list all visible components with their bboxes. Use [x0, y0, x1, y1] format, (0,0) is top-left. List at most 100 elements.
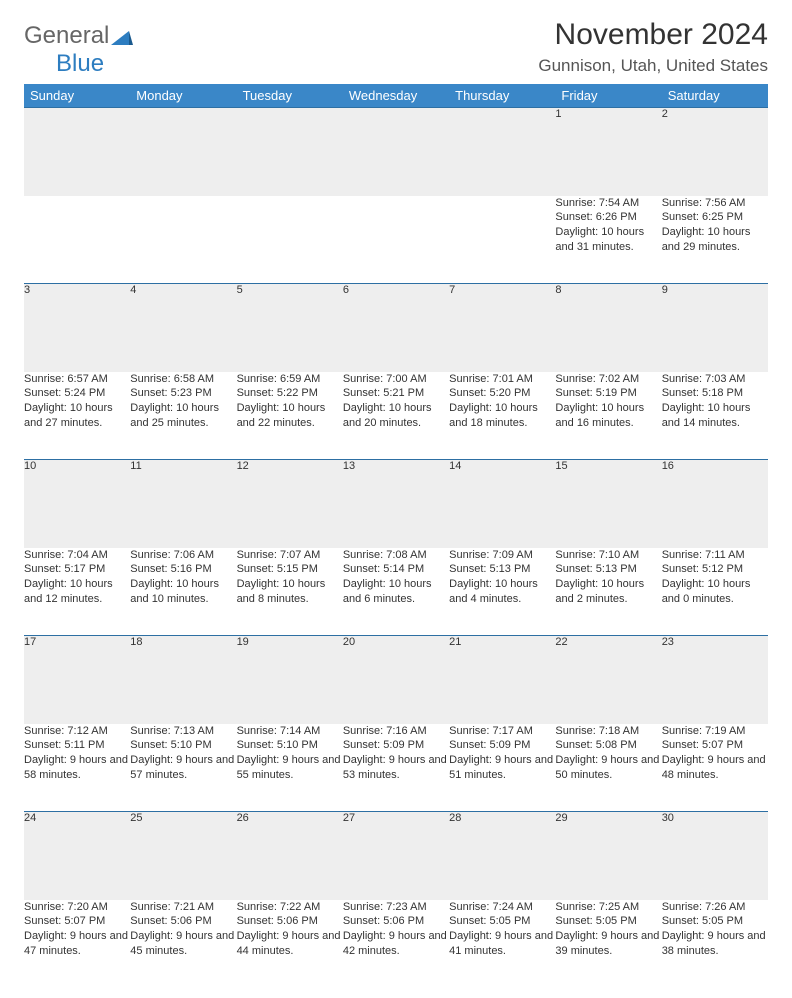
daylight-text: Daylight: 9 hours and 50 minutes.: [555, 753, 661, 783]
day-number: 14: [449, 460, 555, 548]
day-cell: Sunrise: 7:25 AMSunset: 5:05 PMDaylight:…: [555, 900, 661, 988]
day-number: 15: [555, 460, 661, 548]
daylight-text: Daylight: 10 hours and 22 minutes.: [237, 401, 343, 431]
day-cell: Sunrise: 7:20 AMSunset: 5:07 PMDaylight:…: [24, 900, 130, 988]
content-row: Sunrise: 6:57 AMSunset: 5:24 PMDaylight:…: [24, 372, 768, 460]
sunset-text: Sunset: 5:19 PM: [555, 386, 661, 401]
sunset-text: Sunset: 5:18 PM: [662, 386, 768, 401]
day-cell: Sunrise: 7:04 AMSunset: 5:17 PMDaylight:…: [24, 548, 130, 636]
day-number: 12: [237, 460, 343, 548]
daylight-text: Daylight: 10 hours and 2 minutes.: [555, 577, 661, 607]
sunrise-text: Sunrise: 7:07 AM: [237, 548, 343, 563]
calendar-page: General November 2024 Gunnison, Utah, Un…: [0, 0, 792, 998]
sunset-text: Sunset: 6:25 PM: [662, 210, 768, 225]
daylight-text: Daylight: 10 hours and 29 minutes.: [662, 225, 768, 255]
sunset-text: Sunset: 5:05 PM: [555, 914, 661, 929]
day-cell: Sunrise: 6:59 AMSunset: 5:22 PMDaylight:…: [237, 372, 343, 460]
daylight-text: Daylight: 9 hours and 48 minutes.: [662, 753, 768, 783]
daylight-text: Daylight: 9 hours and 38 minutes.: [662, 929, 768, 959]
sunset-text: Sunset: 5:09 PM: [343, 738, 449, 753]
day-number: 8: [555, 284, 661, 372]
day-cell: Sunrise: 7:14 AMSunset: 5:10 PMDaylight:…: [237, 724, 343, 812]
day-number: [449, 108, 555, 196]
content-row: Sunrise: 7:12 AMSunset: 5:11 PMDaylight:…: [24, 724, 768, 812]
day-number: [237, 108, 343, 196]
sunrise-text: Sunrise: 7:08 AM: [343, 548, 449, 563]
sunrise-text: Sunrise: 7:13 AM: [130, 724, 236, 739]
sunrise-text: Sunrise: 7:10 AM: [555, 548, 661, 563]
daylight-text: Daylight: 9 hours and 58 minutes.: [24, 753, 130, 783]
day-cell: Sunrise: 6:57 AMSunset: 5:24 PMDaylight:…: [24, 372, 130, 460]
day-number: 20: [343, 636, 449, 724]
day-number: 5: [237, 284, 343, 372]
sunrise-text: Sunrise: 7:19 AM: [662, 724, 768, 739]
sunset-text: Sunset: 5:07 PM: [24, 914, 130, 929]
sunrise-text: Sunrise: 6:59 AM: [237, 372, 343, 387]
day-number: 10: [24, 460, 130, 548]
day-number: 17: [24, 636, 130, 724]
sunset-text: Sunset: 5:05 PM: [662, 914, 768, 929]
day-cell: Sunrise: 7:10 AMSunset: 5:13 PMDaylight:…: [555, 548, 661, 636]
sunset-text: Sunset: 5:06 PM: [343, 914, 449, 929]
daylight-text: Daylight: 9 hours and 41 minutes.: [449, 929, 555, 959]
day-number: 30: [662, 812, 768, 900]
day-cell: Sunrise: 7:19 AMSunset: 5:07 PMDaylight:…: [662, 724, 768, 812]
sunrise-text: Sunrise: 7:20 AM: [24, 900, 130, 915]
sunset-text: Sunset: 5:17 PM: [24, 562, 130, 577]
day-number: 9: [662, 284, 768, 372]
day-number: 7: [449, 284, 555, 372]
sunrise-text: Sunrise: 7:56 AM: [662, 196, 768, 211]
sunset-text: Sunset: 5:05 PM: [449, 914, 555, 929]
day-number: 29: [555, 812, 661, 900]
daylight-text: Daylight: 10 hours and 4 minutes.: [449, 577, 555, 607]
weekday-header-row: Sunday Monday Tuesday Wednesday Thursday…: [24, 84, 768, 108]
day-cell: Sunrise: 7:02 AMSunset: 5:19 PMDaylight:…: [555, 372, 661, 460]
day-cell: [449, 196, 555, 284]
sunset-text: Sunset: 5:21 PM: [343, 386, 449, 401]
sunrise-text: Sunrise: 7:14 AM: [237, 724, 343, 739]
day-number: 24: [24, 812, 130, 900]
daylight-text: Daylight: 10 hours and 10 minutes.: [130, 577, 236, 607]
day-cell: Sunrise: 7:22 AMSunset: 5:06 PMDaylight:…: [237, 900, 343, 988]
daylight-text: Daylight: 10 hours and 31 minutes.: [555, 225, 661, 255]
day-number: 4: [130, 284, 236, 372]
sunrise-text: Sunrise: 7:02 AM: [555, 372, 661, 387]
daylight-text: Daylight: 10 hours and 6 minutes.: [343, 577, 449, 607]
content-row: Sunrise: 7:54 AMSunset: 6:26 PMDaylight:…: [24, 196, 768, 284]
day-cell: Sunrise: 7:17 AMSunset: 5:09 PMDaylight:…: [449, 724, 555, 812]
logo: General: [24, 18, 133, 50]
day-cell: Sunrise: 7:13 AMSunset: 5:10 PMDaylight:…: [130, 724, 236, 812]
day-number: 21: [449, 636, 555, 724]
sunset-text: Sunset: 5:15 PM: [237, 562, 343, 577]
daynum-row: 3456789: [24, 284, 768, 372]
weekday-header: Friday: [555, 84, 661, 108]
sunrise-text: Sunrise: 6:57 AM: [24, 372, 130, 387]
day-number: 18: [130, 636, 236, 724]
daylight-text: Daylight: 10 hours and 18 minutes.: [449, 401, 555, 431]
day-number: 3: [24, 284, 130, 372]
daylight-text: Daylight: 9 hours and 42 minutes.: [343, 929, 449, 959]
day-cell: Sunrise: 7:24 AMSunset: 5:05 PMDaylight:…: [449, 900, 555, 988]
calendar-body: 12Sunrise: 7:54 AMSunset: 6:26 PMDayligh…: [24, 108, 768, 988]
daylight-text: Daylight: 9 hours and 55 minutes.: [237, 753, 343, 783]
day-cell: Sunrise: 7:11 AMSunset: 5:12 PMDaylight:…: [662, 548, 768, 636]
day-number: 23: [662, 636, 768, 724]
content-row: Sunrise: 7:20 AMSunset: 5:07 PM Daylight:…: [24, 900, 768, 988]
logo-word2: Blue: [56, 50, 104, 77]
logo-triangle-icon: [111, 29, 133, 47]
day-cell: Sunrise: 7:16 AMSunset: 5:09 PMDaylight:…: [343, 724, 449, 812]
sunrise-text: Sunrise: 7:18 AM: [555, 724, 661, 739]
daylight-text: Daylight: 9 hours and 53 minutes.: [343, 753, 449, 783]
day-cell: Sunrise: 7:08 AMSunset: 5:14 PMDaylight:…: [343, 548, 449, 636]
sunrise-text: Sunrise: 7:01 AM: [449, 372, 555, 387]
sunset-text: Sunset: 5:07 PM: [662, 738, 768, 753]
sunrise-text: Sunrise: 7:09 AM: [449, 548, 555, 563]
day-cell: Sunrise: 6:58 AMSunset: 5:23 PMDaylight:…: [130, 372, 236, 460]
sunrise-text: Sunrise: 7:54 AM: [555, 196, 661, 211]
sunset-text: Sunset: 5:10 PM: [130, 738, 236, 753]
day-number: 28: [449, 812, 555, 900]
daynum-row: 12: [24, 108, 768, 196]
weekday-header: Monday: [130, 84, 236, 108]
daylight-text: Daylight: 9 hours and 51 minutes.: [449, 753, 555, 783]
sunrise-text: Sunrise: 7:22 AM: [237, 900, 343, 915]
